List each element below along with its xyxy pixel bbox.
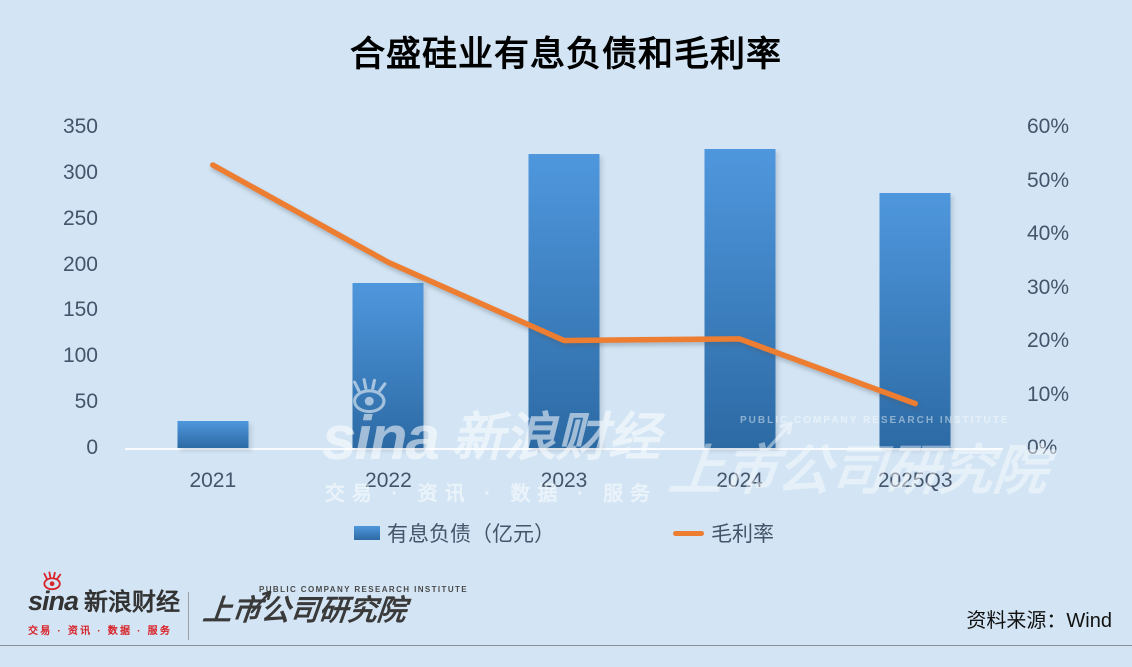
sina-logo-brand: sina xyxy=(28,571,79,615)
footer-divider-line xyxy=(0,645,1132,646)
data-source-label: 资料来源：Wind xyxy=(966,610,1112,632)
left-axis-tick: 200 xyxy=(62,252,98,276)
research-institute-logo: PUBLIC COMPANY RESEARCH INSTITUTE 上市公司研究… xyxy=(201,585,470,629)
legend-item-margin: 毛利率 xyxy=(673,518,774,548)
right-axis-tick: 60% xyxy=(1027,115,1070,138)
institute-logo-en: PUBLIC COMPANY RESEARCH INSTITUTE xyxy=(259,585,469,594)
sina-finance-logo: sina 新浪财经 交易 · 资讯 · 数据 · 服务 xyxy=(28,571,181,637)
sina-logo-tagline: 交易 · 资讯 · 数据 · 服务 xyxy=(28,626,173,637)
gross-margin-line xyxy=(210,162,918,407)
right-axis-tick: 0% xyxy=(1027,436,1058,459)
left-axis-tick: 100 xyxy=(62,344,98,368)
legend: 有息负债（亿元） 毛利率 xyxy=(125,518,1003,548)
sina-logo-cn: 新浪财经 xyxy=(84,589,181,616)
left-axis-tick: 250 xyxy=(62,206,98,230)
right-axis-tick: 10% xyxy=(1027,382,1070,406)
sina-eye-icon xyxy=(43,571,62,591)
line-legend-label: 毛利率 xyxy=(711,523,774,546)
right-axis-tick: 40% xyxy=(1027,222,1070,245)
x-axis-baseline xyxy=(125,448,1003,450)
x-axis-label-2025Q3: 2025Q3 xyxy=(877,469,953,492)
legend-item-debt: 有息负债（亿元） xyxy=(354,518,555,548)
bar-2023 xyxy=(528,153,600,448)
left-axis-tick: 350 xyxy=(62,115,98,138)
institute-logo-cn: 上市公司研究院 xyxy=(201,590,470,629)
left-axis-tick: 0 xyxy=(86,436,98,459)
right-axis-tick: 50% xyxy=(1027,168,1070,192)
x-axis-label-2021: 2021 xyxy=(189,469,237,492)
line-legend-swatch xyxy=(673,530,704,536)
bar-2024 xyxy=(704,149,776,448)
x-axis-label-2023: 2023 xyxy=(540,469,588,492)
bar-legend-swatch xyxy=(354,526,380,540)
left-axis-tick: 300 xyxy=(62,160,98,184)
chart-title: 合盛硅业有息负债和毛利率 xyxy=(349,35,782,74)
x-axis-label-2022: 2022 xyxy=(365,469,412,492)
left-axis-tick: 50 xyxy=(74,390,98,414)
bar-legend-label: 有息负债（亿元） xyxy=(387,523,555,546)
left-axis-tick: 150 xyxy=(62,298,98,322)
arrow-up-icon xyxy=(250,590,272,614)
logo-separator xyxy=(188,592,189,640)
plot-area: sina 新浪财经 交易 · 资讯 · 数据 · 服务 PUBLIC COMPA… xyxy=(125,127,1051,505)
bar-2021 xyxy=(177,420,249,448)
x-axis-label-2024: 2024 xyxy=(716,469,763,492)
right-axis-tick: 30% xyxy=(1027,275,1070,299)
right-axis-tick: 20% xyxy=(1027,329,1070,352)
bar-2022 xyxy=(352,282,424,448)
